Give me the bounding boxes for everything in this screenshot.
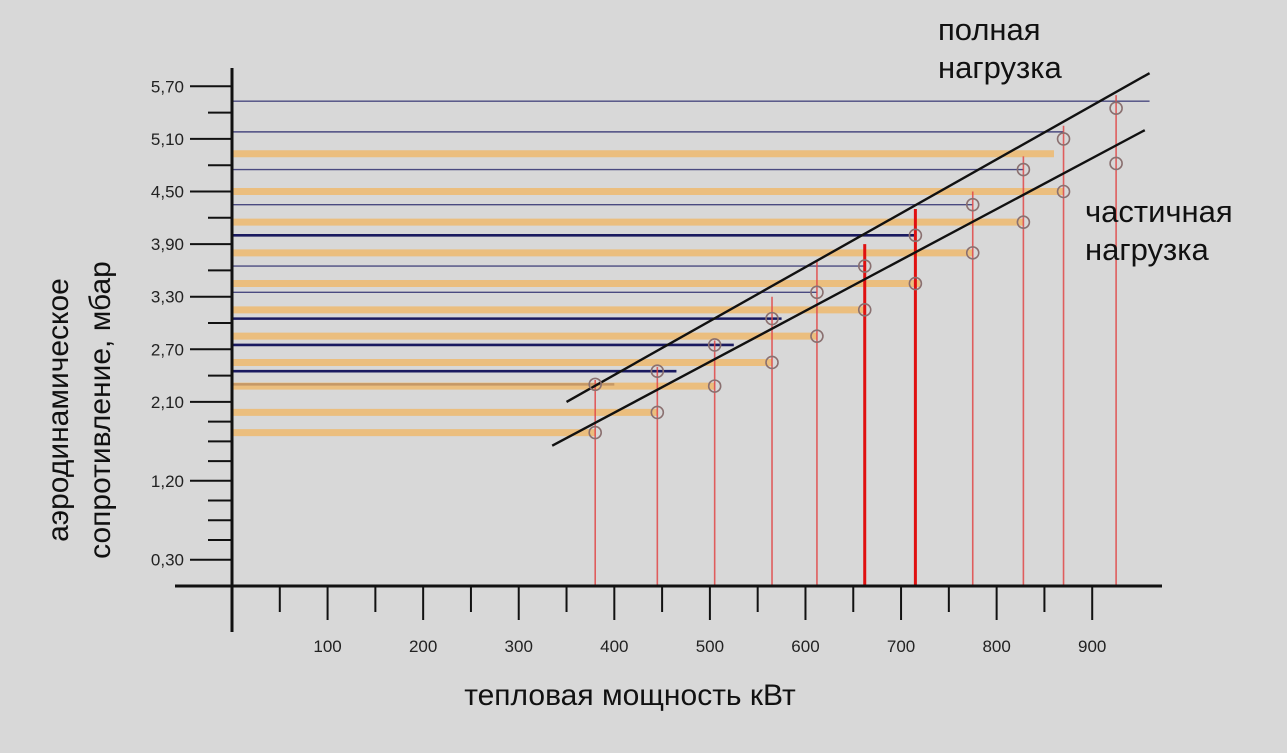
vertical-guide-lines bbox=[594, 95, 1117, 586]
data-point bbox=[707, 338, 722, 352]
data-point bbox=[650, 405, 665, 420]
y-tick-label: 0,30 bbox=[151, 551, 184, 570]
data-point bbox=[1016, 215, 1031, 229]
data-point bbox=[810, 329, 824, 343]
series-label-line: нагрузка bbox=[1085, 232, 1210, 267]
x-tick-label: 600 bbox=[791, 637, 819, 656]
series-line bbox=[551, 129, 1146, 447]
x-axis-title: тепловая мощность кВт bbox=[464, 679, 796, 712]
series bbox=[551, 72, 1151, 447]
data-point bbox=[588, 425, 603, 440]
y-axis-title-line: аэродинамическое bbox=[42, 278, 75, 542]
y-axis-title-line: сопротивление, мбар bbox=[84, 261, 117, 559]
data-point bbox=[857, 259, 872, 273]
data-point bbox=[588, 377, 603, 392]
y-tick-label: 2,10 bbox=[151, 393, 184, 412]
data-point bbox=[1109, 156, 1123, 171]
y-tick-label: 3,90 bbox=[151, 235, 184, 254]
data-point bbox=[965, 246, 980, 260]
data-point bbox=[765, 311, 779, 326]
data-point bbox=[1016, 162, 1031, 177]
x-tick-label: 800 bbox=[982, 637, 1010, 656]
x-tick-label: 300 bbox=[505, 637, 533, 656]
data-point bbox=[1056, 184, 1071, 199]
data-point bbox=[857, 303, 872, 317]
y-tick-label: 5,10 bbox=[151, 130, 184, 149]
data-point bbox=[650, 364, 665, 379]
y-tick-label: 2,70 bbox=[151, 340, 184, 359]
x-tick-label: 700 bbox=[887, 637, 915, 656]
y-tick-label: 1,20 bbox=[151, 472, 184, 491]
series-label-full-load: полная нагрузка bbox=[938, 12, 1063, 85]
series-label-partial-load: частичная нагрузка bbox=[1085, 194, 1233, 267]
data-point bbox=[810, 285, 824, 300]
x-tick-label: 500 bbox=[696, 637, 724, 656]
series-line bbox=[565, 72, 1151, 403]
data-point bbox=[908, 228, 923, 243]
y-tick-label: 5,70 bbox=[151, 77, 184, 96]
series-label-line: частичная bbox=[1085, 194, 1233, 229]
y-tick-label: 4,50 bbox=[151, 183, 184, 202]
data-point bbox=[1056, 132, 1071, 146]
data-point bbox=[1109, 101, 1123, 116]
series-label-line: полная bbox=[938, 12, 1041, 47]
ticks: 0,30 1,20 2,10 2,70 3,30 3,90 4,50 5,10 5,70 100 2… bbox=[151, 77, 1106, 656]
x-tick-label: 100 bbox=[313, 637, 341, 656]
x-tick-label: 400 bbox=[600, 637, 628, 656]
data-point bbox=[908, 276, 923, 291]
data-point bbox=[707, 379, 722, 393]
y-axis-title: аэродинамическое сопротивление, мбар bbox=[42, 261, 117, 559]
data-point bbox=[965, 197, 980, 212]
data-point bbox=[765, 355, 779, 370]
horizontal-guide-lines bbox=[232, 100, 1150, 437]
series-label-line: нагрузка bbox=[938, 50, 1063, 85]
x-tick-label: 900 bbox=[1078, 637, 1106, 656]
x-tick-label: 200 bbox=[409, 637, 437, 656]
y-tick-label: 3,30 bbox=[151, 288, 184, 307]
